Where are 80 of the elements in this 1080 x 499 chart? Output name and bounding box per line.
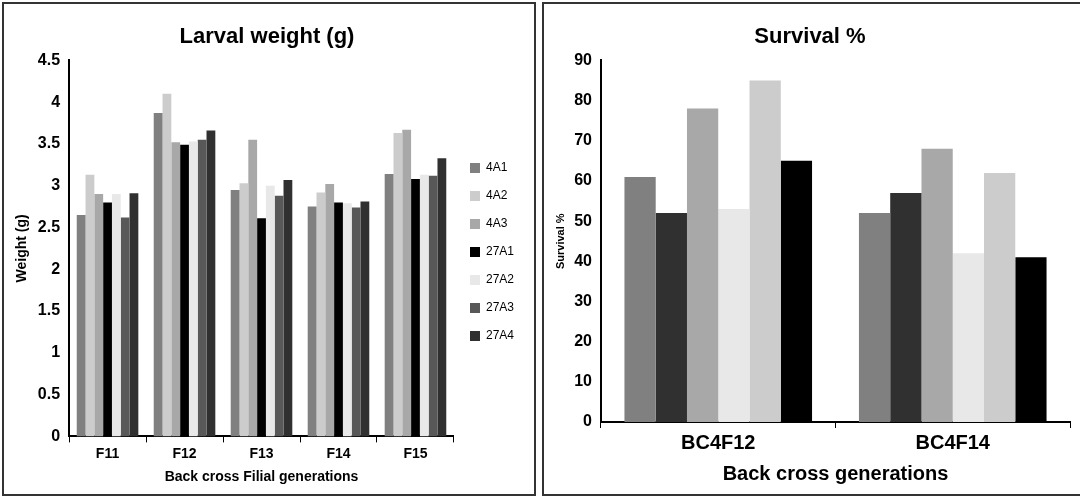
- x-tick-label: F13: [249, 444, 274, 461]
- bar: [239, 183, 249, 437]
- bar: [624, 176, 656, 422]
- y-tick-label: 70: [574, 131, 593, 149]
- y-tick-label: 1: [51, 343, 61, 361]
- bar: [749, 80, 781, 422]
- bar: [230, 189, 240, 437]
- y-axis-title: Survival %: [553, 213, 566, 270]
- legend-label: 4A1: [485, 160, 508, 175]
- legend-label: 4A3: [485, 216, 508, 231]
- y-tick-label: 2.5: [37, 217, 61, 235]
- bar: [316, 192, 326, 437]
- chart-title: Larval weight (g): [179, 23, 355, 49]
- legend-label: 27A1: [485, 244, 515, 259]
- y-tick-label: 20: [574, 332, 593, 350]
- bar: [85, 174, 95, 437]
- bar: [274, 195, 284, 437]
- x-tick-label: BC4F12: [681, 430, 756, 453]
- x-axis-title: Back cross generations: [722, 461, 949, 484]
- bar: [206, 130, 216, 437]
- bar: [393, 133, 403, 437]
- bar: [325, 184, 335, 437]
- bar: [162, 93, 172, 437]
- y-tick-label: 3.5: [37, 134, 61, 152]
- bar: [718, 209, 750, 422]
- bar: [111, 194, 121, 437]
- y-tick-label: 0.5: [37, 385, 61, 403]
- bar: [307, 206, 317, 437]
- y-tick-label: 0: [583, 412, 593, 430]
- bar: [655, 213, 687, 422]
- y-tick-label: 4: [51, 92, 61, 110]
- bar: [188, 141, 198, 437]
- bar: [890, 192, 922, 422]
- y-tick-label: 0: [51, 426, 61, 444]
- bar: [120, 217, 130, 437]
- x-tick-label: F11: [95, 444, 120, 461]
- y-tick-label: 3: [51, 176, 61, 194]
- y-axis-title: Weight (g): [13, 214, 30, 283]
- bar: [248, 139, 258, 437]
- bar: [171, 142, 181, 437]
- x-tick-label: F14: [326, 444, 351, 461]
- legend-label: 27A2: [485, 272, 515, 287]
- y-tick-label: 60: [574, 171, 593, 189]
- bar: [921, 148, 953, 422]
- bar: [76, 214, 86, 437]
- bar: [342, 203, 352, 437]
- bar: [351, 207, 361, 437]
- y-tick-label: 40: [574, 251, 593, 269]
- bar: [437, 158, 447, 437]
- y-tick-label: 50: [574, 211, 593, 229]
- bar: [197, 139, 207, 437]
- legend-label: 27A3: [485, 300, 515, 315]
- y-tick-label: 80: [574, 90, 593, 108]
- bar: [952, 253, 985, 422]
- bar: [129, 193, 139, 437]
- bar: [384, 174, 394, 437]
- y-tick-label: 30: [574, 291, 593, 309]
- legend-label: 27A4: [485, 328, 515, 343]
- x-axis-title: Back cross Filial generations: [164, 468, 359, 485]
- bar: [94, 194, 104, 437]
- chart-title: Survival %: [754, 23, 866, 49]
- y-tick-label: 1.5: [37, 301, 61, 319]
- y-tick-label: 2: [51, 259, 61, 277]
- bar: [419, 174, 429, 437]
- bar: [858, 213, 891, 422]
- legend-label: 4A2: [485, 188, 508, 203]
- y-tick-label: 90: [574, 50, 593, 68]
- x-tick-label: F15: [403, 444, 428, 461]
- bar: [265, 185, 275, 437]
- bar: [984, 172, 1016, 422]
- bar: [428, 175, 438, 437]
- y-tick-label: 10: [574, 372, 593, 390]
- x-tick-label: F12: [172, 444, 197, 461]
- bar: [283, 179, 293, 437]
- bar: [686, 108, 719, 422]
- bar: [402, 129, 412, 437]
- x-tick-label: BC4F14: [915, 430, 991, 453]
- bar: [360, 201, 370, 437]
- bar: [153, 113, 163, 437]
- y-tick-label: 4.5: [37, 50, 61, 68]
